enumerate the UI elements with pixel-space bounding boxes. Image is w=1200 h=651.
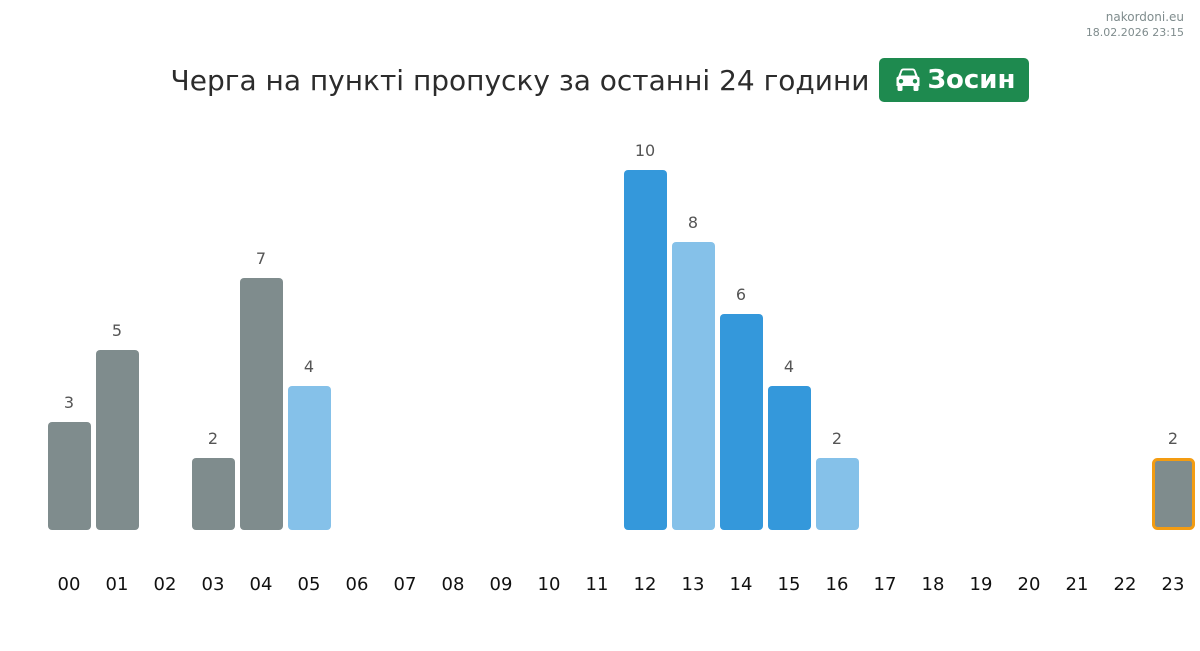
chart-header: Черга на пункті пропуску за останні 24 г… — [0, 58, 1200, 102]
tick-label-hour-12: 12 — [634, 574, 657, 595]
bar-hour-00 — [48, 422, 91, 530]
tick-label-hour-01: 01 — [106, 574, 129, 595]
checkpoint-badge: Зосин — [878, 58, 1030, 102]
tick-label-hour-22: 22 — [1114, 574, 1137, 595]
tick-label-hour-13: 13 — [682, 574, 705, 595]
tick-label-hour-20: 20 — [1018, 574, 1041, 595]
chart-title: Черга на пункті пропуску за останні 24 г… — [170, 63, 870, 97]
tick-label-hour-11: 11 — [586, 574, 609, 595]
value-label-hour-05: 4 — [304, 357, 314, 376]
value-label-hour-12: 10 — [635, 141, 655, 160]
tick-label-hour-02: 02 — [154, 574, 177, 595]
tick-label-hour-21: 21 — [1066, 574, 1089, 595]
value-label-hour-16: 2 — [832, 429, 842, 448]
tick-label-hour-16: 16 — [826, 574, 849, 595]
tick-label-hour-07: 07 — [394, 574, 417, 595]
tick-label-hour-06: 06 — [346, 574, 369, 595]
car-icon — [896, 68, 919, 91]
tick-label-hour-19: 19 — [970, 574, 993, 595]
site-name: nakordoni.eu — [1105, 10, 1184, 24]
value-label-hour-00: 3 — [64, 393, 74, 412]
tick-label-hour-14: 14 — [730, 574, 753, 595]
value-label-hour-03: 2 — [208, 429, 218, 448]
value-label-hour-14: 6 — [736, 285, 746, 304]
value-label-hour-23: 2 — [1168, 429, 1178, 448]
bar-hour-23 — [1152, 458, 1195, 530]
tick-label-hour-09: 09 — [490, 574, 513, 595]
bar-hour-14 — [720, 314, 763, 530]
tick-label-hour-23: 23 — [1162, 574, 1185, 595]
bar-hour-04 — [240, 278, 283, 530]
value-label-hour-13: 8 — [688, 213, 698, 232]
bar-hour-13 — [672, 242, 715, 530]
tick-label-hour-04: 04 — [250, 574, 273, 595]
bar-hour-12 — [624, 170, 667, 530]
bar-hour-01 — [96, 350, 139, 530]
tick-label-hour-03: 03 — [202, 574, 225, 595]
tick-label-hour-18: 18 — [922, 574, 945, 595]
bar-hour-03 — [192, 458, 235, 530]
tick-label-hour-10: 10 — [538, 574, 561, 595]
tick-label-hour-05: 05 — [298, 574, 321, 595]
tick-label-hour-00: 00 — [58, 574, 81, 595]
value-label-hour-01: 5 — [112, 321, 122, 340]
timestamp: 18.02.2026 23:15 — [1085, 26, 1184, 39]
source-info: nakordoni.eu 18.02.2026 23:15 — [1086, 9, 1184, 41]
tick-label-hour-08: 08 — [442, 574, 465, 595]
bar-hour-16 — [816, 458, 859, 530]
value-label-hour-15: 4 — [784, 357, 794, 376]
checkpoint-name: Зосин — [927, 65, 1016, 95]
value-label-hour-04: 7 — [256, 249, 266, 268]
bar-hour-15 — [768, 386, 811, 530]
bar-hour-05 — [288, 386, 331, 530]
tick-label-hour-17: 17 — [874, 574, 897, 595]
tick-label-hour-15: 15 — [778, 574, 801, 595]
